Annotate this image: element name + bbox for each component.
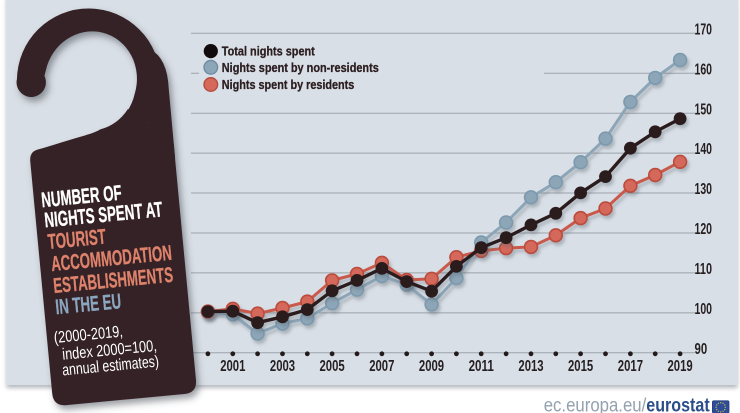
svg-text:2009: 2009 — [419, 358, 444, 375]
svg-text:140: 140 — [695, 141, 713, 158]
svg-text:2001: 2001 — [220, 358, 245, 375]
svg-text:TOURIST: TOURIST — [47, 225, 107, 254]
svg-text:Nights spent by residents: Nights spent by residents — [222, 77, 354, 92]
svg-text:2019: 2019 — [668, 358, 693, 375]
svg-text:2007: 2007 — [369, 358, 394, 375]
svg-text:2017: 2017 — [618, 358, 643, 375]
svg-text:120: 120 — [695, 221, 713, 238]
svg-text:170: 170 — [695, 21, 713, 38]
svg-text:2013: 2013 — [518, 358, 543, 375]
svg-text:2005: 2005 — [320, 358, 345, 375]
svg-text:ec.europa.eu/: ec.europa.eu/ — [544, 395, 647, 413]
svg-text:Total nights spent: Total nights spent — [222, 44, 316, 59]
svg-text:110: 110 — [695, 261, 713, 278]
svg-text:Nights spent by non-residents: Nights spent by non-residents — [222, 60, 379, 75]
svg-text:eurostat: eurostat — [646, 395, 710, 413]
svg-text:90: 90 — [695, 341, 708, 358]
svg-text:130: 130 — [695, 181, 713, 198]
svg-text:100: 100 — [695, 301, 713, 318]
svg-text:150: 150 — [695, 101, 713, 118]
svg-text:2003: 2003 — [270, 358, 295, 375]
svg-text:2011: 2011 — [469, 358, 494, 375]
svg-text:2015: 2015 — [568, 358, 593, 375]
svg-text:160: 160 — [695, 61, 713, 78]
